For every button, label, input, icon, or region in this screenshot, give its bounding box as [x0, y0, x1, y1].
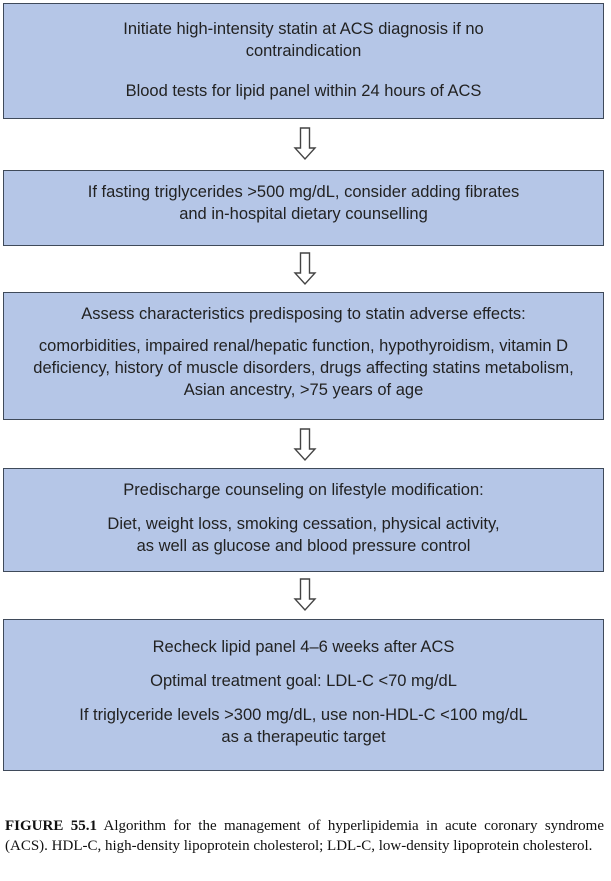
step-text-line: contraindication — [245, 42, 362, 60]
down-arrow-icon — [293, 127, 317, 161]
step-text-line: deficiency, history of muscle disorders,… — [33, 359, 574, 377]
step-text-line: Blood tests for lipid panel within 24 ho… — [125, 82, 482, 100]
step-paragraph: comorbidities, impaired renal/hepatic fu… — [4, 335, 603, 401]
step-paragraph: Predischarge counseling on lifestyle mod… — [4, 479, 603, 501]
step-paragraph: Diet, weight loss, smoking cessation, ph… — [4, 513, 603, 557]
step-text-line: Recheck lipid panel 4–6 weeks after ACS — [152, 638, 455, 656]
step-text-line: Diet, weight loss, smoking cessation, ph… — [107, 515, 500, 533]
step-paragraph: Assess characteristics predisposing to s… — [4, 303, 603, 325]
step-paragraph: Recheck lipid panel 4–6 weeks after ACS — [4, 636, 603, 658]
down-arrow-icon — [293, 252, 317, 286]
figure-caption: FIGURE 55.1 Algorithm for the management… — [5, 817, 604, 856]
step-text-line: as well as glucose and blood pressure co… — [136, 537, 471, 555]
step-box-recheck: Recheck lipid panel 4–6 weeks after ACS O… — [3, 619, 604, 771]
step-box-triglycerides: If fasting triglycerides >500 mg/dL, con… — [3, 170, 604, 246]
step-text-line: If fasting triglycerides >500 mg/dL, con… — [87, 183, 520, 201]
step-box-adverse-effects: Assess characteristics predisposing to s… — [3, 292, 604, 420]
step-text-line: Initiate high-intensity statin at ACS di… — [123, 20, 484, 38]
step-paragraph: If triglyceride levels >300 mg/dL, use n… — [4, 704, 603, 748]
step-text-line: as a therapeutic target — [221, 728, 386, 746]
step-text-line: Asian ancestry, >75 years of age — [183, 381, 424, 399]
step-paragraph: Optimal treatment goal: LDL-C <70 mg/dL — [4, 670, 603, 692]
step-paragraph: Initiate high-intensity statin at ACS di… — [4, 18, 603, 62]
step-box-statin-init: Initiate high-intensity statin at ACS di… — [3, 3, 604, 119]
step-paragraph: If fasting triglycerides >500 mg/dL, con… — [4, 181, 603, 225]
step-text-line: comorbidities, impaired renal/hepatic fu… — [38, 337, 569, 355]
step-paragraph: Blood tests for lipid panel within 24 ho… — [4, 80, 603, 102]
figure-label: FIGURE 55.1 — [5, 818, 97, 834]
step-text-line: Predischarge counseling on lifestyle mod… — [123, 481, 484, 499]
step-text-line: If triglyceride levels >300 mg/dL, use n… — [79, 706, 528, 724]
step-box-lifestyle: Predischarge counseling on lifestyle mod… — [3, 468, 604, 572]
figure-caption-text: Algorithm for the management of hyperlip… — [5, 818, 604, 854]
down-arrow-icon — [293, 428, 317, 462]
step-text-line: and in-hospital dietary counselling — [179, 205, 428, 223]
down-arrow-icon — [293, 578, 317, 612]
step-text-line: Assess characteristics predisposing to s… — [81, 305, 526, 323]
step-text-line: Optimal treatment goal: LDL-C <70 mg/dL — [150, 672, 457, 690]
